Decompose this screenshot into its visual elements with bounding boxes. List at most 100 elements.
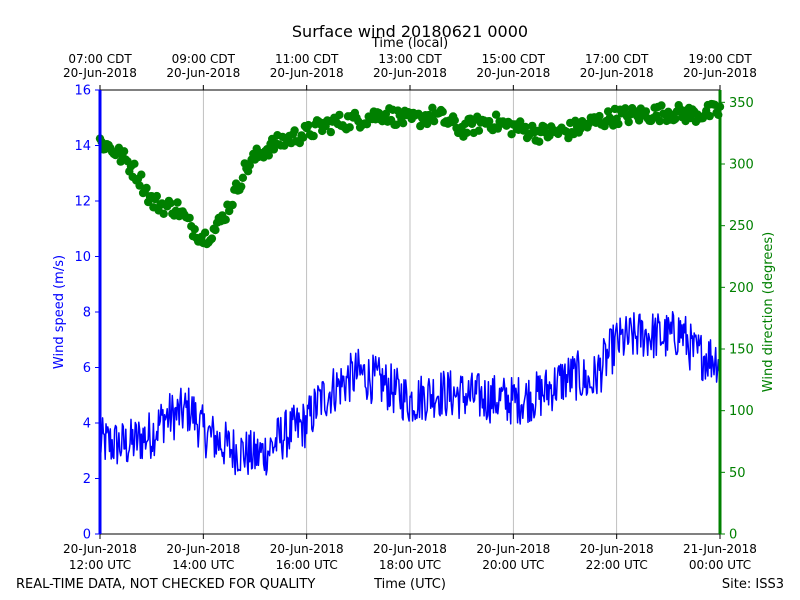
wind-direction-point — [398, 119, 408, 128]
wind-direction-point — [595, 111, 604, 121]
wind-direction-point — [507, 130, 516, 139]
top-tick-label-date: 20-Jun-2018 — [270, 66, 344, 80]
wind-direction-point — [521, 122, 530, 132]
top-tick-label-time: 11:00 CDT — [275, 52, 339, 66]
wind-direction-point — [166, 199, 175, 208]
wind-direction-point — [173, 198, 182, 207]
wind-direction-point — [485, 117, 494, 126]
y-left-tick-label: 16 — [74, 84, 91, 99]
top-tick-label-time: 19:00 CDT — [688, 52, 752, 66]
y-right-tick-label: 0 — [729, 528, 737, 543]
x-tick-label-time: 14:00 UTC — [172, 558, 234, 572]
wind-direction-point — [705, 111, 714, 121]
wind-direction-point — [621, 104, 630, 113]
wind-direction-point — [238, 173, 248, 182]
y-right-tick-label: 300 — [729, 158, 754, 173]
wind-direction-point — [142, 183, 151, 193]
wind-direction-point — [535, 137, 544, 146]
wind-direction-point — [603, 107, 613, 116]
top-axis-label: Time (local) — [371, 36, 448, 51]
wind-direction-point — [335, 110, 344, 120]
wind-direction-point — [159, 209, 168, 218]
y-right-tick-label: 250 — [729, 219, 754, 234]
wind-direction-point — [152, 191, 161, 201]
bottom-x-axis: 20-Jun-2018 12:00 UTC 20-Jun-2018 14:00 UTC… — [63, 534, 757, 572]
top-tick-label-time: 13:00 CDT — [378, 52, 442, 66]
x-tick-label-time: 12:00 UTC — [69, 558, 131, 572]
wind-direction-point — [304, 120, 313, 130]
wind-direction-point — [655, 116, 664, 126]
wind-direction-point — [462, 128, 471, 137]
wind-direction-point — [130, 159, 139, 168]
wind-direction-point — [237, 182, 246, 191]
top-tick-label-time: 07:00 CDT — [68, 52, 132, 66]
wind-direction-point — [185, 213, 194, 223]
top-tick-label-time: 17:00 CDT — [585, 52, 649, 66]
y-right-tick-label: 100 — [729, 404, 754, 419]
wind-direction-point — [137, 170, 146, 179]
top-tick-label-date: 20-Jun-2018 — [476, 66, 550, 80]
wind-direction-point — [345, 123, 354, 132]
x-tick-label-date: 20-Jun-2018 — [476, 542, 550, 556]
wind-direction-series — [95, 99, 725, 249]
top-tick-label-date: 20-Jun-2018 — [580, 66, 654, 80]
y-right-tick-label: 150 — [729, 343, 754, 358]
x-tick-label-time: 22:00 UTC — [586, 558, 648, 572]
wind-direction-point — [200, 228, 210, 237]
x-tick-label-date: 21-Jun-2018 — [683, 542, 757, 556]
y-left-tick-label: 0 — [83, 528, 91, 543]
top-tick-label-date: 20-Jun-2018 — [683, 66, 757, 80]
y-left-tick-label: 8 — [83, 306, 91, 321]
wind-speed-line — [99, 311, 721, 476]
x-tick-label-date: 20-Jun-2018 — [270, 542, 344, 556]
left-y-axis: 0 2 4 6 8 10 12 14 16 — [74, 84, 100, 543]
top-tick-label-date: 20-Jun-2018 — [373, 66, 447, 80]
wind-direction-point — [264, 151, 273, 160]
wind-direction-point — [450, 116, 459, 125]
wind-direction-point — [326, 127, 335, 137]
chart-title: Surface wind 20180621 0000 — [292, 22, 528, 41]
left-axis-label: Wind speed (m/s) — [52, 255, 67, 369]
top-tick-label-time: 15:00 CDT — [482, 52, 546, 66]
x-axis-label: Time (UTC) — [373, 577, 446, 592]
top-tick-label-time: 09:00 CDT — [172, 52, 236, 66]
wind-direction-point — [491, 110, 501, 119]
top-tick-label-date: 20-Jun-2018 — [166, 66, 240, 80]
wind-direction-point — [528, 121, 537, 131]
right-y-axis: 0 50 100 150 200 250 300 350 — [720, 96, 754, 543]
y-left-tick-label: 4 — [83, 417, 91, 432]
x-tick-label-date: 20-Jun-2018 — [373, 542, 447, 556]
wind-direction-point — [190, 225, 199, 234]
wind-direction-point — [614, 119, 623, 129]
wind-direction-point — [429, 117, 439, 126]
x-tick-label-date: 20-Jun-2018 — [63, 542, 137, 556]
x-tick-label-date: 20-Jun-2018 — [166, 542, 240, 556]
wind-direction-point — [641, 107, 651, 116]
wind-direction-point — [657, 101, 666, 110]
top-tick-label-date: 20-Jun-2018 — [63, 66, 137, 80]
wind-direction-point — [221, 215, 230, 224]
wind-direction-point — [299, 133, 308, 142]
y-right-tick-label: 200 — [729, 281, 754, 296]
site-label: Site: ISS3 — [722, 577, 784, 592]
wind-direction-point — [207, 234, 217, 243]
wind-direction-point — [309, 131, 318, 141]
vertical-grid — [202, 90, 618, 534]
x-tick-label-time: 16:00 UTC — [276, 558, 338, 572]
wind-direction-point — [290, 126, 299, 135]
wind-direction-point — [624, 117, 633, 127]
wind-speed-series — [99, 311, 721, 476]
y-left-tick-label: 2 — [83, 472, 91, 487]
wind-direction-point — [211, 225, 220, 235]
y-left-tick-label: 10 — [74, 250, 91, 265]
wind-direction-point — [228, 200, 237, 210]
x-tick-label-time: 18:00 UTC — [379, 558, 441, 572]
wind-direction-point — [392, 120, 401, 129]
x-tick-label-date: 20-Jun-2018 — [580, 542, 654, 556]
wind-direction-point — [438, 107, 447, 117]
wind-direction-point — [135, 181, 144, 190]
x-tick-label-time: 00:00 UTC — [689, 558, 751, 572]
wind-direction-point — [671, 114, 680, 124]
